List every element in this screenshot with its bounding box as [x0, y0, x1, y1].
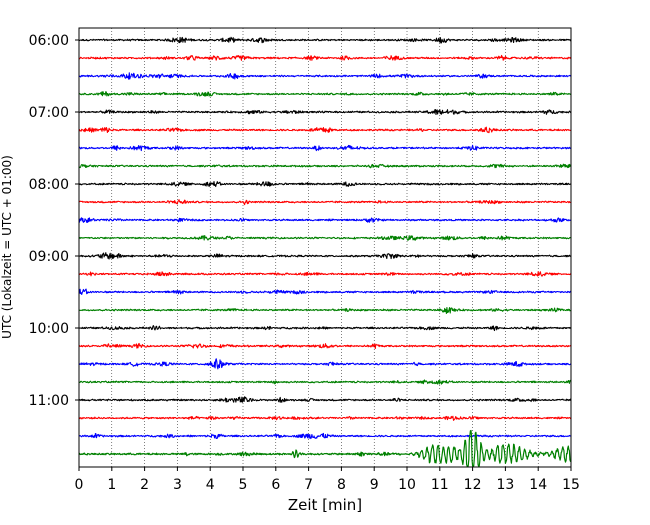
seismogram-trace: [78, 72, 572, 80]
y-tick-label: 10:00: [29, 321, 69, 337]
y-tick-label: 11:00: [29, 393, 69, 409]
seismogram-trace: [78, 325, 572, 332]
seismogram-trace: [78, 429, 572, 467]
seismogram-trace: [78, 396, 572, 403]
seismogram-trace: [78, 54, 572, 61]
x-tick-label: 6: [271, 477, 280, 493]
plot-frame: [78, 27, 572, 468]
x-tick-label: 15: [562, 477, 580, 493]
seismogram-trace: [78, 432, 572, 440]
x-tick-label: 10: [398, 477, 416, 493]
seismogram-trace: [78, 342, 572, 350]
seismogram-trace: [78, 288, 572, 296]
y-tick-label: 09:00: [29, 249, 69, 265]
x-tick-label: 8: [337, 477, 346, 493]
x-tick-label: 7: [304, 477, 313, 493]
y-axis-label: UTC (Lokalzeit = UTC + 01:00): [0, 155, 14, 339]
seismogram-trace: [78, 358, 572, 370]
x-tick-label: 9: [370, 477, 379, 493]
seismogram-trace: [78, 181, 572, 188]
y-axis-ticks: 06:00 07:00 08:00 09:00 10:00 11:00: [29, 33, 79, 409]
seismogram-trace: [78, 109, 572, 116]
seismogram-trace: [78, 379, 572, 385]
x-tick-label: 11: [431, 477, 449, 493]
y-tick-label: 07:00: [29, 105, 69, 121]
x-tick-label: 4: [206, 477, 215, 493]
x-tick-label: 2: [140, 477, 149, 493]
x-tick-label: 13: [496, 477, 514, 493]
x-axis-ticks: 0 1 2 3 4 5 6 7 8 9 10 11 12 13 14 15: [75, 467, 580, 493]
seismogram-trace: [78, 306, 572, 315]
grid-lines: [111, 28, 539, 467]
seismogram-trace: [78, 235, 572, 241]
seismogram-trace: [78, 252, 572, 260]
x-tick-label: 14: [529, 477, 547, 493]
x-axis-label: Zeit [min]: [288, 496, 362, 514]
seismogram-trace: [78, 36, 572, 44]
x-tick-label: 12: [464, 477, 482, 493]
y-tick-label: 08:00: [29, 177, 69, 193]
y-tick-label: 06:00: [29, 33, 69, 49]
trace-group: [78, 36, 572, 467]
seismogram-trace: [78, 271, 572, 277]
seismogram-trace: [78, 217, 572, 223]
seismogram-trace: [78, 91, 572, 97]
seismogram-trace: [78, 415, 572, 421]
x-tick-label: 1: [107, 477, 116, 493]
x-tick-label: 3: [173, 477, 182, 493]
seismogram-trace: [78, 163, 572, 169]
seismogram-trace: [78, 144, 572, 152]
x-tick-label: 5: [239, 477, 248, 493]
seismogram-trace: [78, 199, 572, 206]
x-tick-label: 0: [75, 477, 84, 493]
seismogram-trace: [78, 126, 572, 134]
